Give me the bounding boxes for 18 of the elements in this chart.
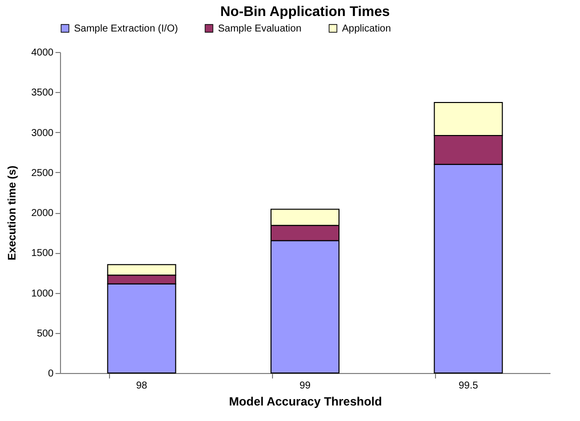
x-tick-label: 99 [299, 380, 311, 392]
x-tick-label: 98 [136, 380, 148, 392]
y-tick-label: 1500 [31, 248, 54, 260]
legend-label: Sample Extraction (I/O) [74, 23, 178, 34]
x-tick-label: 99.5 [458, 380, 478, 392]
y-tick-label: 2500 [31, 168, 54, 179]
x-axis-title: Model Accuracy Threshold [229, 394, 382, 408]
legend-label: Application [342, 23, 391, 34]
y-tick-label: 3000 [31, 128, 54, 139]
y-tick-label: 2000 [31, 208, 54, 219]
y-tick-label: 3500 [31, 88, 54, 99]
y-tick-label: 500 [36, 328, 54, 340]
y-axis-title: Execution time (s) [6, 165, 18, 260]
y-tick-label: 1000 [31, 288, 54, 300]
legend-label: Sample Evaluation [218, 23, 302, 34]
y-tick-label: 4000 [31, 48, 54, 58]
chart-title: No-Bin Application Times [220, 3, 390, 19]
y-tick-label: 0 [48, 368, 54, 380]
